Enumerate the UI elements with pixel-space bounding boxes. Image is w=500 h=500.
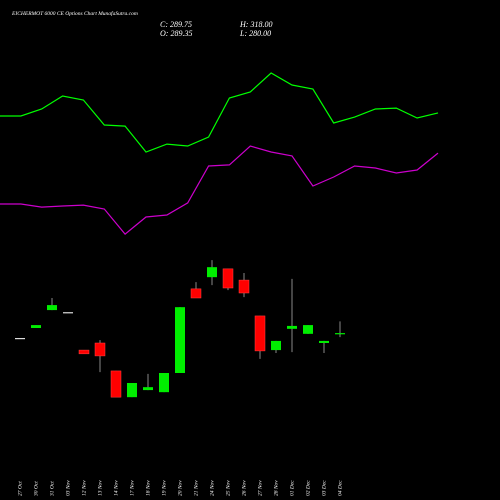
candle-body	[159, 373, 169, 393]
x-tick-label: 17 Nov	[129, 480, 135, 496]
x-tick-label: 20 Nov	[177, 480, 183, 496]
candle-body	[63, 312, 73, 314]
x-tick-label: 18 Nov	[145, 480, 151, 496]
candle-body	[287, 325, 297, 329]
candle-body	[31, 325, 41, 328]
candle-body	[254, 315, 266, 352]
low-label: L: 280.00	[239, 29, 271, 38]
x-tick-label: 26 Nov	[241, 480, 247, 496]
x-tick-label: 04 Dec	[336, 480, 343, 496]
x-tick-label: 13 Nov	[97, 480, 103, 496]
close-label: C: 289.75	[160, 20, 192, 29]
candle-body	[47, 305, 57, 311]
x-tick-label: 27 Nov	[257, 480, 263, 496]
candle-body	[175, 307, 185, 373]
x-tick-label: 21 Nov	[193, 480, 199, 496]
candle-body	[335, 333, 345, 335]
x-tick-label: 03 Dec	[321, 480, 327, 496]
x-tick-label: 25 Nov	[225, 480, 231, 496]
candle-body	[143, 387, 153, 391]
x-tick-label: 12 Nov	[81, 480, 87, 496]
x-tick-label: 02 Dec	[305, 480, 311, 496]
x-tick-label: 14 Nov	[112, 480, 119, 496]
candle-body	[15, 338, 25, 340]
candle-body	[303, 325, 313, 334]
indicator-line	[0, 72, 439, 153]
candle-body	[207, 267, 217, 278]
candle-body	[271, 340, 281, 351]
high-label: H: 318.00	[239, 20, 272, 29]
candle-body	[127, 383, 137, 398]
x-tick-label: 03 Nov	[65, 480, 71, 496]
candle-body	[110, 370, 122, 398]
candle-body	[94, 342, 106, 357]
candle-body	[222, 268, 234, 289]
x-tick-label: 30 Oct	[33, 481, 39, 497]
chart-title: EICHERMOT 6000 CE Options Chart MunafaSu…	[11, 10, 138, 17]
candle-body	[78, 349, 90, 355]
x-tick-label: 28 Nov	[273, 480, 279, 496]
candle-body	[190, 288, 202, 299]
x-tick-label: 01 Dec	[289, 480, 295, 496]
open-label: O: 289.35	[160, 29, 192, 38]
candle-body	[238, 279, 250, 294]
x-tick-label: 27 Oct	[17, 481, 23, 496]
x-tick-label: 19 Nov	[161, 480, 167, 496]
x-tick-label: 31 Oct	[49, 481, 55, 497]
candle-body	[319, 340, 329, 343]
indicator-line	[0, 145, 439, 235]
x-tick-label: 24 Nov	[208, 480, 215, 496]
